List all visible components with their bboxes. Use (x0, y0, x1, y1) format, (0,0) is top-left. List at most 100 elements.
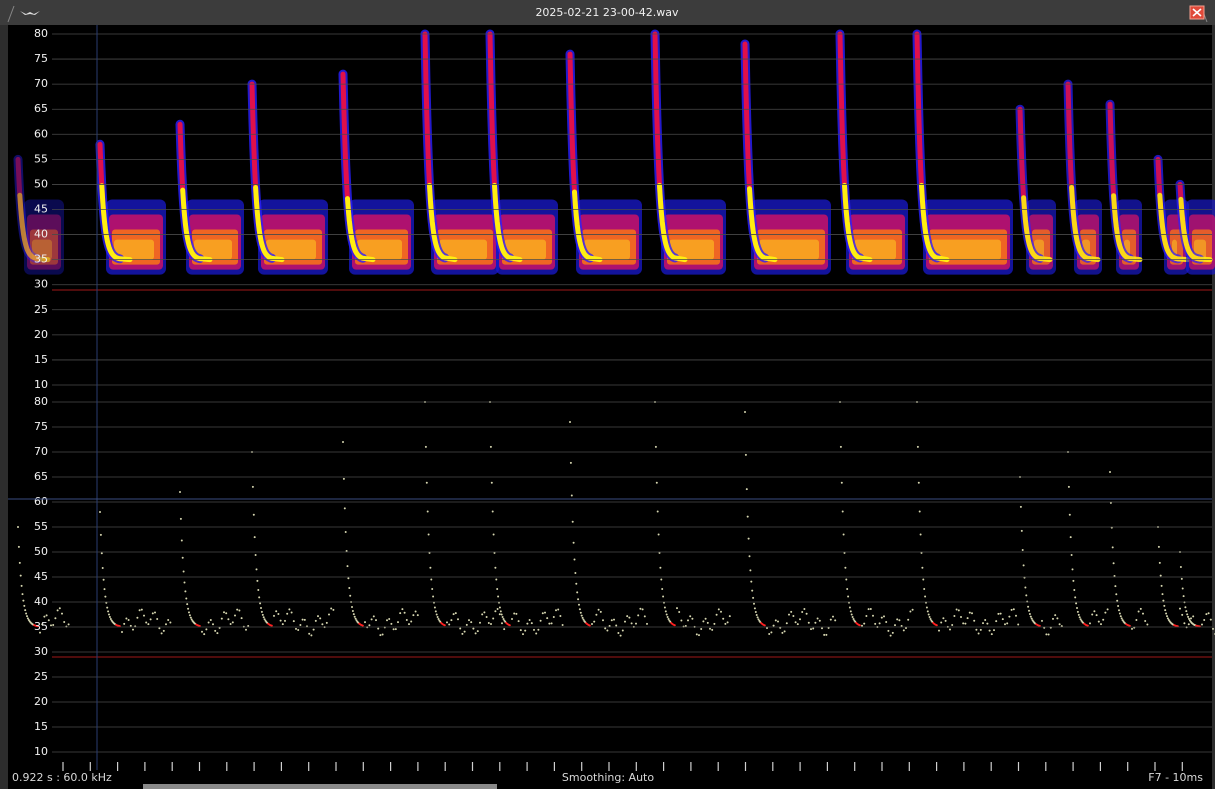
trace-dot (829, 618, 832, 621)
trace-dot (1067, 485, 1070, 488)
trace-dot (753, 607, 756, 610)
trace-dot (993, 629, 995, 632)
trace-dot (260, 610, 263, 613)
trace-dot (392, 628, 395, 631)
trace-dot (1179, 565, 1182, 568)
trace-dot (1179, 607, 1181, 610)
trace-dot (803, 608, 806, 611)
echo-hot (357, 239, 402, 260)
trace-dot (1181, 587, 1184, 590)
echo-hot (439, 239, 487, 260)
trace-dot (108, 613, 110, 616)
trace-dot (1041, 619, 1043, 622)
trace-dot (1113, 574, 1116, 577)
trace-dot (156, 618, 159, 621)
trace-dot (909, 610, 912, 613)
y-tick-label: 15 (34, 353, 48, 366)
trace-dot (258, 596, 261, 599)
trace-dot (399, 612, 402, 615)
trace-dot (476, 630, 479, 633)
trace-dot (990, 633, 993, 636)
trace-dot (107, 610, 110, 613)
trace-dot (878, 622, 881, 625)
trace-dot (700, 627, 703, 630)
trace-dot (713, 622, 716, 625)
trace-dot (1058, 623, 1061, 626)
trace-dot (295, 627, 297, 630)
trace-dot (920, 551, 923, 554)
trace-dot (1095, 614, 1098, 617)
trace-dot (816, 617, 819, 620)
trace-dot (630, 622, 633, 625)
trace-dot (569, 421, 571, 423)
call-core (1111, 193, 1143, 263)
trace-dot (308, 632, 311, 635)
trace-dot (595, 613, 598, 616)
trace-dot (698, 634, 700, 637)
trace-dot (522, 633, 524, 636)
trace-dot (717, 608, 720, 611)
trace-dot (220, 617, 223, 620)
trace-dot (861, 624, 863, 627)
trace-dot (928, 615, 931, 618)
trace-dot (231, 621, 234, 624)
trace-dot (354, 617, 357, 620)
trace-dot (375, 619, 377, 622)
trace-dot (726, 621, 729, 624)
trace-dot (277, 613, 280, 616)
trace-dot (1047, 633, 1050, 636)
trace-dot (1116, 599, 1119, 602)
trace-dot (604, 627, 607, 630)
trace-dot (535, 632, 538, 635)
trace-dot (691, 617, 694, 620)
trace-dot (1074, 596, 1077, 599)
trace-dot (470, 621, 473, 624)
trace-dot (154, 611, 156, 614)
trace-dot (902, 629, 905, 632)
call-core (1021, 195, 1053, 263)
trace-dot (550, 622, 553, 625)
echo-hot (194, 239, 232, 260)
trace-dot (606, 629, 609, 632)
trace-dot (167, 619, 170, 622)
trace-dot (814, 621, 817, 624)
trace-dot (328, 613, 330, 616)
scrollbar-thumb[interactable] (143, 784, 497, 789)
trace-dot (752, 596, 755, 599)
trace-dot (461, 632, 464, 635)
trace-dot (121, 630, 123, 633)
trace-dot (1164, 609, 1167, 612)
close-button[interactable] (1189, 5, 1205, 20)
trace-dot (891, 631, 894, 634)
trace-dot (236, 608, 239, 611)
trace-dot (22, 599, 25, 602)
y-tick-label: 35 (34, 620, 48, 633)
trace-dot (21, 593, 24, 596)
trace-dot (571, 520, 574, 523)
trace-dot (501, 615, 504, 618)
trace-dot (1076, 610, 1079, 613)
trace-dot (608, 624, 611, 627)
trace-dot (408, 623, 410, 626)
trace-dot (749, 569, 752, 572)
trace-dot (263, 618, 266, 621)
trace-dot (54, 617, 57, 620)
trace-dot (810, 628, 812, 631)
trace-dot (940, 621, 943, 624)
trace-dot (158, 627, 161, 630)
close-icon[interactable] (1192, 8, 1202, 17)
trace-dot (724, 622, 727, 625)
trace-dot (56, 609, 59, 612)
trace-dot (755, 614, 758, 617)
trace-dot (569, 461, 572, 464)
trace-dot (485, 615, 488, 618)
trace-dot (785, 622, 788, 625)
trace-dot (179, 517, 182, 520)
trace-dot (1166, 617, 1169, 620)
trace-dot (984, 618, 987, 621)
trace-dot (364, 621, 366, 624)
trace-dot (1184, 606, 1187, 609)
trace-dot (180, 539, 183, 542)
trace-dot (216, 632, 219, 635)
trace-dot (1209, 618, 1212, 621)
